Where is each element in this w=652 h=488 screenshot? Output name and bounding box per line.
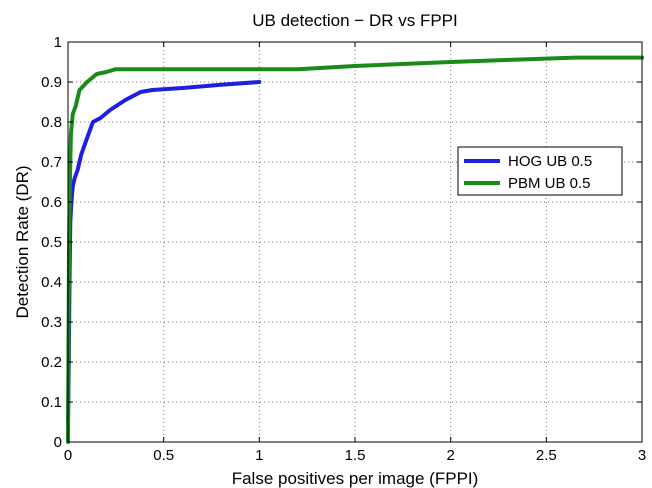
y-tick-label: 1 [54,34,62,51]
y-axis-label: Detection Rate (DR) [13,165,32,318]
series-line-pbm [68,58,642,442]
x-tick-label: 1 [255,447,263,464]
grid [68,42,642,442]
x-tick-label: 0 [64,447,72,464]
y-tick-label: 0.6 [41,194,62,211]
x-tick-label: 3 [638,447,646,464]
y-tick-label: 0.9 [41,74,62,91]
y-tick-label: 0 [54,434,62,451]
y-tick-label: 0.5 [41,234,62,251]
legend-label-hog: HOG UB 0.5 [508,153,592,170]
y-tick-label: 0.4 [41,274,62,291]
legend: HOG UB 0.5 PBM UB 0.5 [458,147,622,195]
y-tick-labels: 0 0.1 0.2 0.3 0.4 0.5 0.6 0.7 0.8 0.9 1 [41,34,62,451]
chart-title: UB detection − DR vs FPPI [252,11,458,30]
y-tick-label: 0.7 [41,154,62,171]
y-tick-label: 0.8 [41,114,62,131]
x-tick-label: 0.5 [153,447,174,464]
x-tick-labels: 0 0.5 1 1.5 2 2.5 3 [64,447,646,464]
series-group [68,58,642,442]
x-tick-label: 1.5 [345,447,366,464]
legend-label-pbm: PBM UB 0.5 [508,175,591,192]
y-tick-label: 0.3 [41,314,62,331]
y-tick-label: 0.2 [41,354,62,371]
x-tick-label: 2.5 [536,447,557,464]
x-axis-label: False positives per image (FPPI) [232,469,479,488]
y-tick-label: 0.1 [41,394,62,411]
x-tick-label: 2 [446,447,454,464]
